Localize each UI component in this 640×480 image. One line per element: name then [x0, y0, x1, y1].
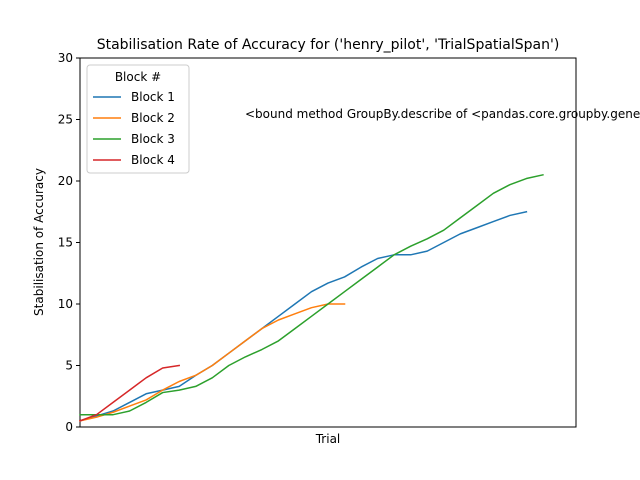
legend: Block # Block 1 Block 2 Block 3 Block 4	[86, 64, 190, 174]
y-tick-label: 25	[58, 113, 73, 127]
legend-label-block-4: Block 4	[131, 153, 175, 167]
series-line-block-2	[79, 303, 346, 422]
legend-label-block-1: Block 1	[131, 90, 175, 104]
legend-label-block-3: Block 3	[131, 132, 175, 146]
x-axis-label: Trial	[315, 432, 341, 446]
annotation-text: <bound method GroupBy.describe of <panda…	[245, 107, 640, 121]
series-line-block-3	[79, 173, 544, 416]
y-tick-label: 5	[65, 359, 73, 373]
y-tick-label: 20	[58, 174, 73, 188]
y-axis-ticks: 0 5 10 15 20 25 30	[58, 51, 80, 434]
series-line-block-1	[79, 210, 528, 422]
legend-frame	[86, 64, 190, 174]
legend-label-block-2: Block 2	[131, 111, 175, 125]
legend-items: Block 1 Block 2 Block 3 Block 4	[93, 90, 175, 167]
legend-title: Block #	[115, 70, 161, 84]
chart-title: Stabilisation Rate of Accuracy for ('hen…	[97, 37, 560, 53]
series-line-block-4	[79, 364, 181, 422]
y-axis-label: Stabilisation of Accuracy	[32, 168, 46, 316]
y-tick-label: 0	[65, 420, 73, 434]
y-tick-label: 15	[58, 236, 73, 250]
series-lines	[79, 173, 544, 422]
plot-area: 0 5 10 15 20 25 30	[58, 51, 577, 434]
y-tick-label: 30	[58, 51, 73, 65]
y-tick-label: 10	[58, 297, 73, 311]
